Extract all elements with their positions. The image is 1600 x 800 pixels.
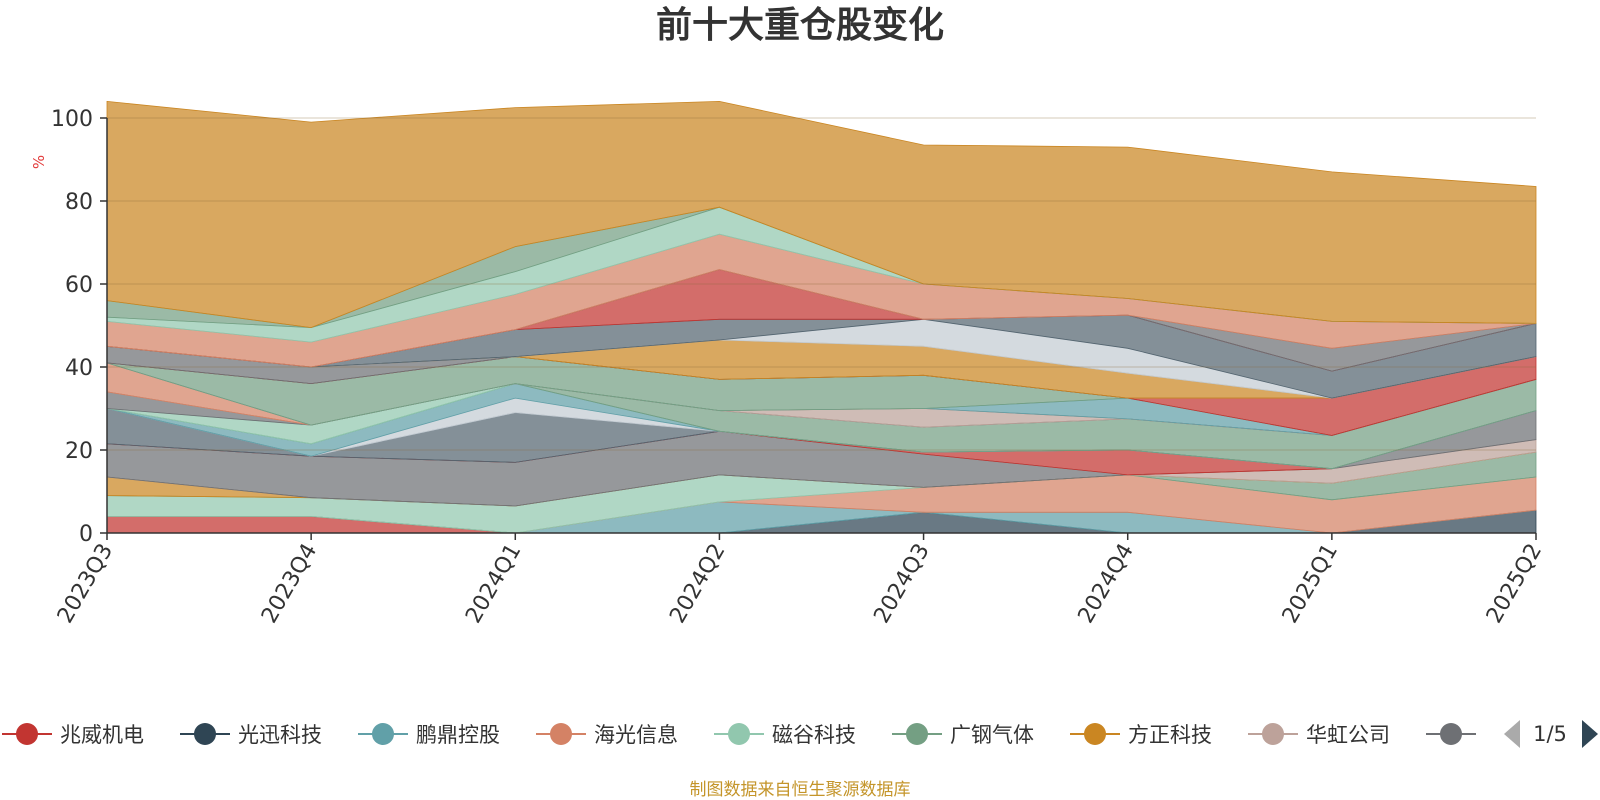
legend-marker-icon: [1084, 723, 1106, 745]
legend-item[interactable]: 海光信息: [536, 723, 678, 747]
legend-marker-icon: [1262, 723, 1284, 745]
y-axis-ticks: 0 20 40 60 80 100: [51, 107, 107, 547]
legend-label: 海光信息: [594, 723, 678, 747]
legend-pager: 1/5: [1504, 720, 1598, 748]
legend-marker-icon: [550, 723, 572, 745]
legend-item[interactable]: 光迅科技: [180, 723, 322, 747]
y-tick-label: 20: [65, 439, 93, 464]
y-tick-label: 60: [65, 273, 93, 298]
y-tick-label: 100: [51, 107, 93, 132]
legend-item[interactable]: 广钢气体: [892, 723, 1034, 747]
x-tick-label: 2025Q1: [1278, 540, 1343, 628]
y-axis-unit: %: [30, 155, 48, 169]
legend-label: 磁谷科技: [772, 723, 856, 747]
legend: 兆威机电 光迅科技 鹏鼎控股 海光信息 磁谷科技 广钢气体 方正科技 华虹公司: [2, 723, 1476, 747]
next-page-icon[interactable]: [1582, 720, 1598, 748]
legend-label: 方正科技: [1128, 723, 1212, 747]
axes: [106, 118, 1536, 534]
x-tick-label: 2024Q1: [461, 540, 526, 628]
legend-marker-icon: [372, 723, 394, 745]
x-tick-label: 2023Q4: [257, 540, 322, 628]
legend-item[interactable]: 华虹公司: [1248, 723, 1390, 747]
legend-item[interactable]: [1426, 723, 1476, 745]
y-tick-label: 80: [65, 190, 93, 215]
chart-title: 前十大重仓股变化: [656, 4, 944, 46]
x-tick-label: 2023Q3: [53, 540, 118, 628]
legend-marker-icon: [194, 723, 216, 745]
prev-page-icon[interactable]: [1504, 720, 1520, 748]
legend-item[interactable]: 方正科技: [1070, 723, 1212, 747]
legend-label: 华虹公司: [1306, 723, 1390, 747]
y-tick-label: 0: [79, 522, 93, 547]
legend-item[interactable]: 鹏鼎控股: [358, 723, 500, 747]
x-tick-label: 2025Q2: [1482, 540, 1547, 628]
x-axis-ticks: 2023Q3 2023Q4 2024Q1 2024Q2 2024Q3 2024Q4 2025…: [53, 533, 1547, 628]
legend-label: 光迅科技: [238, 723, 322, 747]
gridlines: [107, 117, 1536, 451]
source-note: 制图数据来自恒生聚源数据库: [690, 780, 911, 800]
legend-marker-icon: [1440, 723, 1462, 745]
area-series-group: [106, 100, 1537, 534]
legend-label: 广钢气体: [950, 723, 1034, 747]
x-tick-label: 2024Q4: [1074, 540, 1139, 628]
y-tick-label: 40: [65, 356, 93, 381]
legend-label: 兆威机电: [60, 723, 144, 747]
legend-page-indicator: 1/5: [1533, 722, 1567, 746]
legend-label: 鹏鼎控股: [416, 723, 500, 747]
legend-item[interactable]: 兆威机电: [2, 723, 144, 747]
legend-marker-icon: [728, 723, 750, 745]
area-series-31[interactable]: [106, 100, 1537, 329]
legend-item[interactable]: 磁谷科技: [714, 723, 856, 747]
x-tick-label: 2024Q2: [665, 540, 730, 628]
legend-marker-icon: [16, 723, 38, 745]
legend-marker-icon: [906, 723, 928, 745]
x-tick-label: 2024Q3: [869, 540, 934, 628]
